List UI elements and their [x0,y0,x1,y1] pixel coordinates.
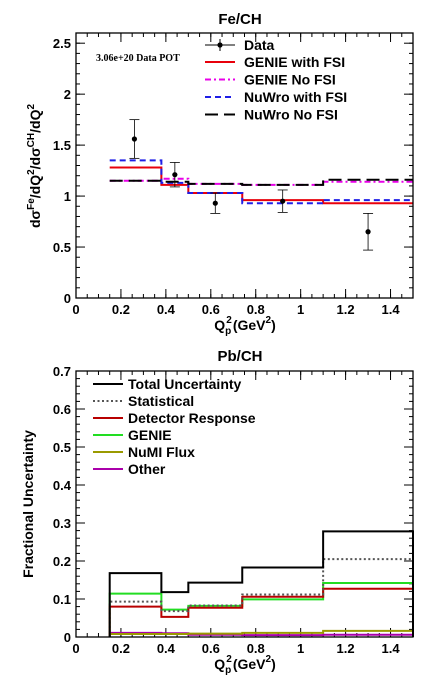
series-line-nuwro-with-fsi [109,159,413,205]
x-tick-label: 1.2 [337,302,355,317]
legend-label: NuWro with FSI [244,89,347,105]
x-tick-label: 0.8 [247,302,265,317]
x-tick-label: 1.4 [381,302,400,317]
x-tick-label: 0 [72,302,79,317]
y-tick-label: 0.1 [53,592,71,607]
x-tick-label: 1.4 [381,641,400,656]
x-tick-label: 1 [297,641,304,656]
x-tick-label: 0.6 [202,641,220,656]
series-line-total-uncertainty [108,530,414,637]
legend-label: NuWro No FSI [244,107,338,123]
y-tick-label: 0.5 [53,440,71,455]
x-tick-label: 1 [297,302,304,317]
x-tick-label: 0.2 [112,302,130,317]
x-tick-label: 0 [72,641,79,656]
data-point [172,172,178,178]
x-tick-label: 0.6 [202,302,220,317]
legend-label: GENIE [128,427,172,443]
plot-frame [75,32,414,299]
data-point [131,136,138,142]
chart-title: Pb/CH [218,348,263,365]
chart-title: Fe/CH [218,11,261,28]
x-axis-label: Qp2(GeV2) [214,654,275,676]
series-line-numi-flux [108,629,414,637]
x-tick-label: 1.2 [337,641,355,656]
plot-frame [75,370,414,638]
y-tick-label: 2 [64,87,71,102]
series-line-other [108,631,414,637]
y-tick-label: 0.5 [53,240,71,255]
y-tick-label: 0.4 [53,478,72,493]
legend-label: Total Uncertainty [128,376,242,392]
y-tick-label: 1.5 [53,138,71,153]
y-tick-label: 2.5 [53,36,71,51]
legend-label: NuMI Flux [128,444,195,460]
y-tick-label: 1 [64,189,71,204]
y-axis-label: dσFe/dQ2/dσCH/dQ2 [26,104,43,229]
legend-label: Statistical [128,393,194,409]
series-line-statistical [108,558,414,637]
x-tick-label: 0.8 [247,641,265,656]
x-tick-label: 0.4 [157,302,176,317]
y-tick-label: 0.3 [53,516,71,531]
x-tick-label: 0.4 [157,641,176,656]
data-point [280,198,286,204]
y-tick-label: 0.7 [53,364,71,379]
series-line-detector-response [108,587,414,637]
data-point [365,229,371,235]
x-tick-label: 0.2 [112,641,130,656]
chart-panel-fe-ch: Fe/CH 0 0.2 0.4 0.6 0.8 1 1.2 1.4 0 0.5 1 1.5 2 2.5 Qp2… [26,11,414,337]
series-line-nuwro-no-fsi [109,178,413,186]
y-tick-label: 0.2 [53,554,71,569]
y-axis-label: Fractional Uncertainty [20,430,36,578]
x-axis-label: Qp2(GeV2) [214,315,275,337]
legend-label: GENIE with FSI [244,54,345,70]
data-point [212,200,218,206]
y-tick-label: 0 [64,630,71,645]
y-tick-label: 0.6 [53,402,71,417]
y-tick-label: 0 [64,291,71,306]
pot-annotation: 3.06e+20 Data POT [96,53,180,64]
series-line-genie [108,582,414,637]
chart-panel-pb-ch: Pb/CH 0 0.2 0.4 0.6 0.8 1 1.2 1.4 0 0.1 0.2 0.3 0.4 0.… [20,348,414,676]
legend-label: Other [128,461,166,477]
legend-label-data: Data [244,37,275,53]
legend-label: Detector Response [128,410,256,426]
legend-label: GENIE No FSI [244,72,336,88]
legend-marker-data [217,42,223,48]
